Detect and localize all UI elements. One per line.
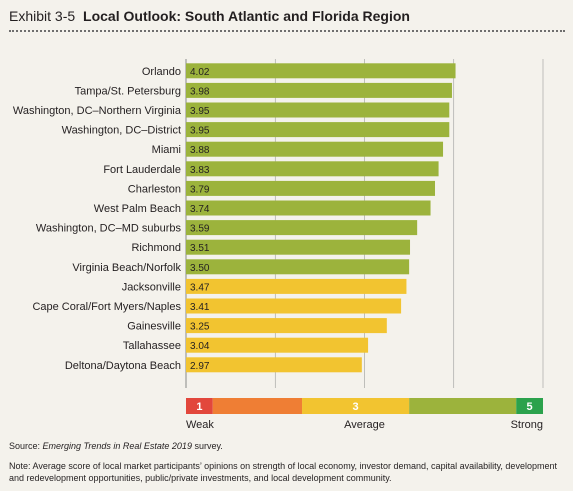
title-divider xyxy=(9,30,565,32)
category-label: Washington, DC–District xyxy=(62,125,181,137)
category-label: Charleston xyxy=(128,183,181,195)
bar xyxy=(186,357,362,373)
source-suffix: survey. xyxy=(191,441,223,451)
data-label: 3.41 xyxy=(190,302,210,313)
category-label: Cape Coral/Fort Myers/Naples xyxy=(32,301,181,313)
bar xyxy=(186,161,439,177)
chart-title: Exhibit 3-5 Local Outlook: South Atlanti… xyxy=(9,6,565,26)
title-text: Local Outlook: South Atlantic and Florid… xyxy=(83,8,410,24)
bar xyxy=(186,102,450,118)
scale-label-strong: Strong xyxy=(511,419,543,431)
bar xyxy=(186,180,436,196)
scale-label-weak: Weak xyxy=(186,419,214,431)
category-label: West Palm Beach xyxy=(94,203,181,215)
source-prefix: Source: xyxy=(9,441,43,451)
data-label: 3.25 xyxy=(190,322,210,333)
data-label: 3.79 xyxy=(190,184,210,195)
data-label: 3.95 xyxy=(190,106,210,117)
bar xyxy=(186,141,444,157)
data-label: 3.51 xyxy=(190,243,210,254)
scale-number: 3 xyxy=(353,401,359,413)
exhibit-number: Exhibit 3-5 xyxy=(9,8,76,24)
scale-segment xyxy=(212,398,303,414)
category-label: Orlando xyxy=(142,66,181,78)
bar xyxy=(186,298,402,314)
scale-segment xyxy=(186,398,213,414)
data-label: 3.04 xyxy=(190,341,210,352)
scale-label-average: Average xyxy=(344,419,385,431)
data-label: 3.88 xyxy=(190,145,210,156)
source-line: Source: Emerging Trends in Real Estate 2… xyxy=(9,440,565,452)
category-label: Jacksonville xyxy=(122,281,181,293)
bar xyxy=(186,259,410,275)
data-label: 3.47 xyxy=(190,282,210,293)
bar-chart: Orlando 4.02 Tampa/St. Petersburg 3.98 Washi… xyxy=(13,59,544,431)
category-label: Gainesville xyxy=(127,321,181,333)
bar xyxy=(186,318,387,334)
category-label: Tallahassee xyxy=(123,340,181,352)
bar xyxy=(186,200,431,216)
bar xyxy=(186,82,452,98)
scale-segment xyxy=(409,398,517,414)
category-label: Fort Lauderdale xyxy=(103,164,181,176)
data-label: 4.02 xyxy=(190,67,210,78)
category-label: Virginia Beach/Norfolk xyxy=(72,262,181,274)
category-label: Tampa/St. Petersburg xyxy=(75,85,181,97)
data-label: 3.98 xyxy=(190,86,210,97)
data-label: 3.95 xyxy=(190,126,210,137)
bar xyxy=(186,63,456,79)
bar xyxy=(186,239,411,255)
category-label: Miami xyxy=(152,144,181,156)
category-label: Washington, DC–MD suburbs xyxy=(36,223,182,235)
data-label: 3.50 xyxy=(190,263,210,274)
scale-segment xyxy=(516,398,543,414)
data-label: 3.83 xyxy=(190,165,210,176)
bar xyxy=(186,220,418,236)
scale-number: 5 xyxy=(527,401,533,413)
source-title: Emerging Trends in Real Estate 2019 xyxy=(42,441,192,451)
data-label: 3.74 xyxy=(190,204,210,215)
data-label: 3.59 xyxy=(190,224,210,235)
category-label: Deltona/Daytona Beach xyxy=(65,360,181,372)
category-label: Richmond xyxy=(131,242,181,254)
category-label: Washington, DC–Northern Virginia xyxy=(13,105,182,117)
bar xyxy=(186,278,407,294)
scale-number: 1 xyxy=(196,401,202,413)
bar xyxy=(186,337,369,353)
scale-segment xyxy=(302,398,410,414)
data-label: 2.97 xyxy=(190,361,210,372)
bar xyxy=(186,122,450,138)
note-text: Note: Average score of local market part… xyxy=(9,461,557,483)
